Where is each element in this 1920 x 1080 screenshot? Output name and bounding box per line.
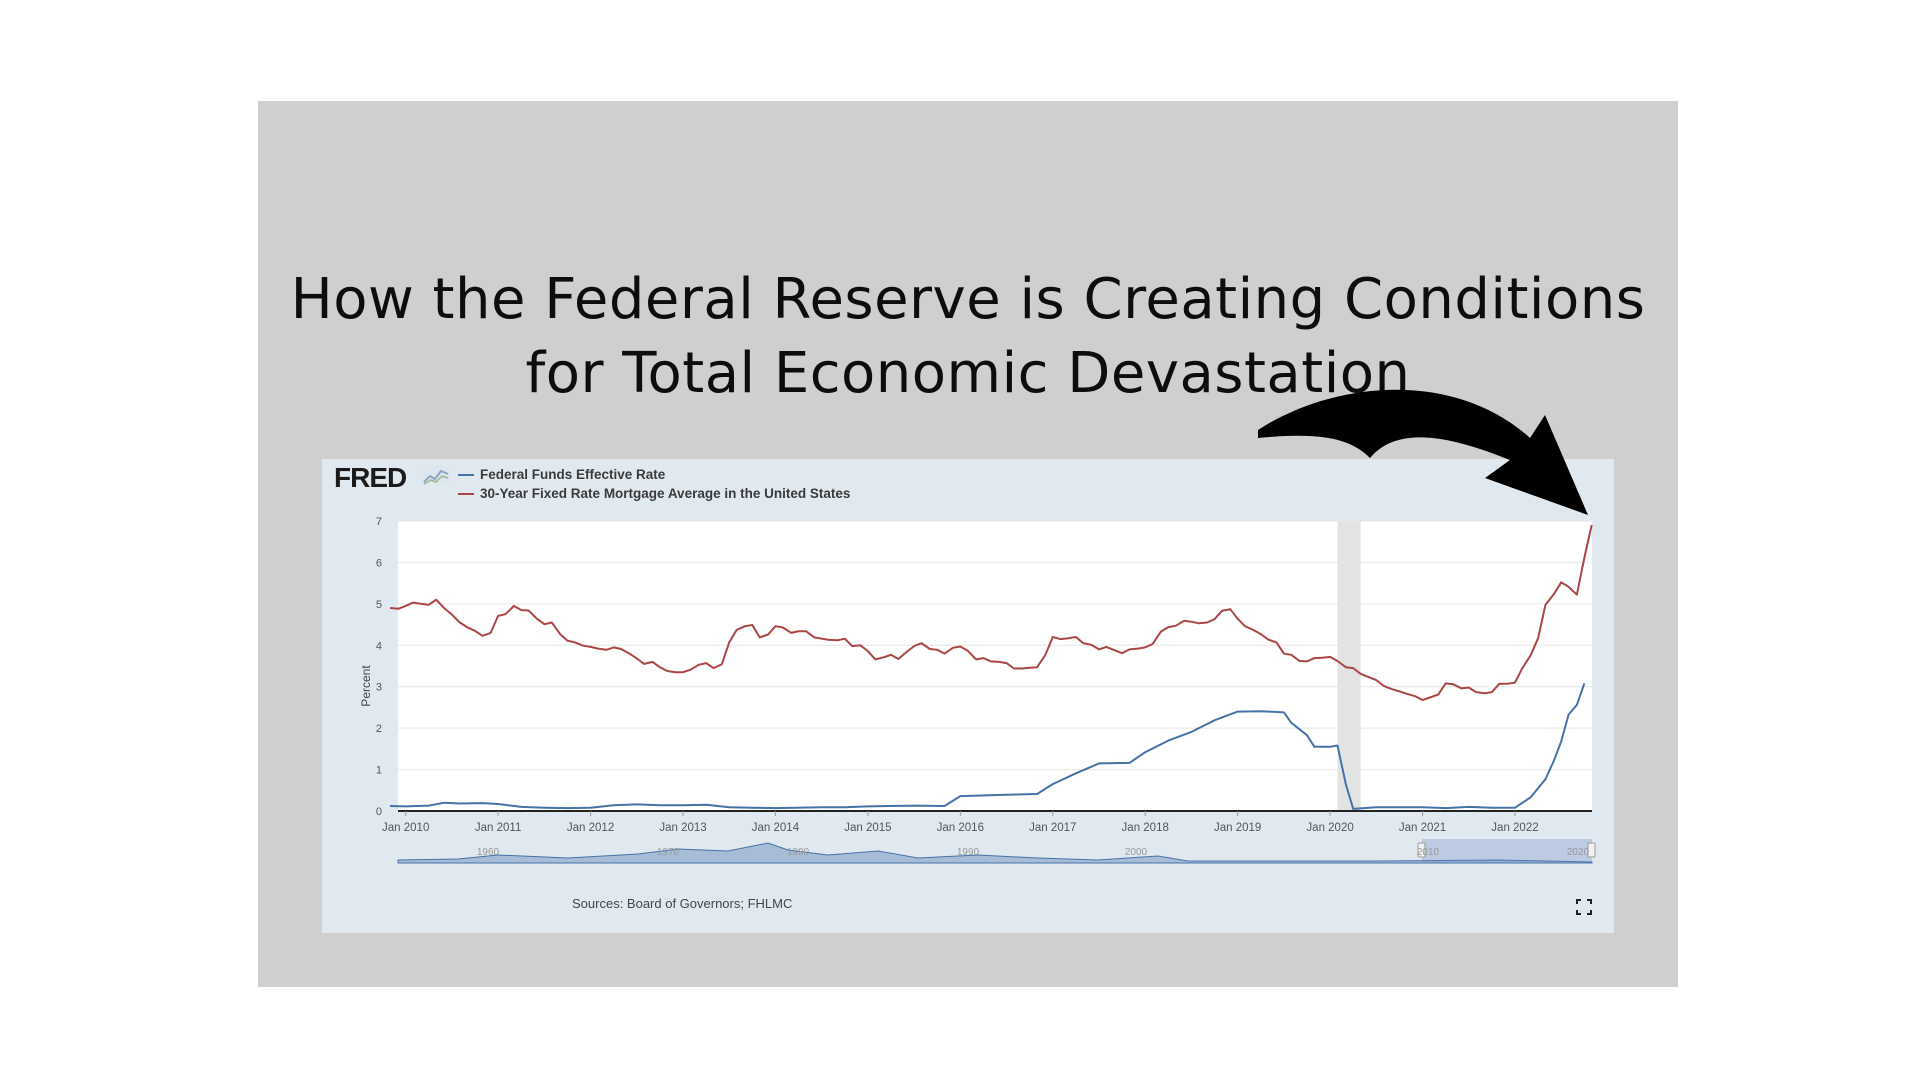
y-tick-label: 3: [376, 682, 382, 694]
x-tick-label: Jan 2020: [1306, 822, 1353, 834]
navigator-tick-label: 1970: [657, 847, 680, 858]
navigator-handle-right: [1587, 842, 1596, 858]
y-tick-label: 6: [376, 557, 382, 569]
headline-line-2: for Total Economic Devastation: [525, 340, 1411, 406]
legend-swatch-fed-funds: [458, 473, 474, 476]
navigator-selection: [1422, 839, 1592, 863]
headline-line-1: How the Federal Reserve is Creating Cond…: [290, 266, 1646, 332]
x-tick-label: Jan 2012: [567, 822, 614, 834]
navigator-tick-label: 1980: [787, 847, 810, 858]
curved-arrow-icon: [1258, 389, 1588, 515]
x-tick-label: Jan 2015: [844, 822, 891, 834]
navigator-tick-label: 1990: [957, 847, 980, 858]
navigator-handle-left: [1417, 842, 1426, 858]
x-tick-label: Jan 2018: [1122, 822, 1169, 834]
navigator-tick-label: 2000: [1125, 847, 1148, 858]
legend-label-mortgage: 30-Year Fixed Rate Mortgage Average in t…: [480, 486, 851, 501]
y-tick-label: 1: [376, 765, 382, 777]
y-tick-label: 5: [376, 599, 382, 611]
series-line-fed-funds: [389, 683, 1586, 810]
chart-legend: Federal Funds Effective Rate 30-Year Fix…: [458, 465, 850, 503]
x-tick-label: Jan 2014: [752, 822, 800, 834]
fred-logo: FRED: [334, 462, 407, 493]
x-tick-label: Jan 2019: [1214, 822, 1261, 834]
x-tick-label: Jan 2016: [937, 822, 984, 834]
x-tick-label: Jan 2011: [475, 822, 521, 834]
y-tick-label: 7: [376, 516, 382, 528]
line-chart: 0 1 2 3 4 5 6 7 Jan 2010 Jan 2011 Jan 2012 Jan 2013…: [376, 516, 1596, 864]
x-tick-label: Jan 2021: [1399, 822, 1446, 834]
x-tick-label: Jan 2022: [1491, 822, 1538, 834]
navigator-tick-label: 1960: [477, 847, 500, 858]
fullscreen-icon[interactable]: [1576, 899, 1592, 915]
y-tick-label: 0: [376, 806, 382, 818]
y-tick-label: 2: [376, 723, 382, 735]
recession-band: [1337, 521, 1361, 811]
legend-swatch-mortgage: [458, 492, 474, 495]
headline: How the Federal Reserve is Creating Cond…: [258, 263, 1678, 411]
navigator-tick-label: 2010: [1417, 847, 1440, 858]
plot-area: [398, 521, 1592, 811]
sources-note: Sources: Board of Governors; FHLMC: [572, 896, 793, 911]
navigator-series: [397, 842, 1593, 864]
y-tick-label: 4: [376, 640, 382, 652]
x-tick-label: Jan 2017: [1029, 822, 1076, 834]
legend-item-fed-funds: Federal Funds Effective Rate: [458, 465, 850, 484]
series-line-mortgage: [389, 524, 1593, 701]
legend-label-fed-funds: Federal Funds Effective Rate: [480, 467, 666, 482]
x-tick-label: Jan 2013: [659, 822, 706, 834]
legend-item-mortgage: 30-Year Fixed Rate Mortgage Average in t…: [458, 484, 850, 503]
x-tick-label: Jan 2010: [382, 822, 429, 834]
fred-logo-chart-icon: [422, 465, 450, 485]
navigator-tick-label: 2020: [1567, 847, 1590, 858]
fred-chart-panel: FRED Federal Funds Effective Rate 30-Yea…: [322, 459, 1614, 933]
